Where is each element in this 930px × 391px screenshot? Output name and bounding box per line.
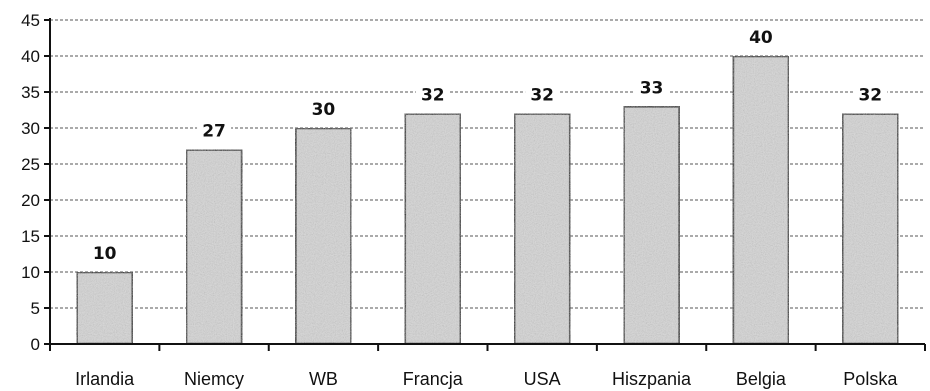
y-tick-label: 0 [31, 335, 40, 354]
data-label-background [415, 82, 450, 105]
y-tick-label: 25 [21, 155, 40, 174]
y-axis-tick-labels: 0 5 10 15 20 25 30 35 40 45 [21, 11, 40, 354]
category-label: Hiszpania [612, 369, 692, 389]
bar-francja [403, 112, 463, 346]
data-label-background [525, 82, 560, 105]
data-label: 33 [640, 78, 664, 98]
bar-usa [512, 112, 572, 346]
bar-niemcy [184, 148, 244, 346]
bar-wb [294, 126, 353, 346]
category-label: USA [524, 369, 561, 389]
data-label: 10 [93, 244, 117, 264]
bars [75, 54, 900, 346]
data-label-background [634, 75, 669, 98]
bar-hiszpania [622, 105, 681, 346]
data-label: 30 [312, 100, 336, 120]
data-label: 40 [749, 28, 773, 48]
y-tick-label: 30 [21, 119, 40, 138]
category-label: Niemcy [184, 369, 244, 389]
gridlines [50, 19, 925, 309]
x-axis-category-labels: Irlandia Niemcy WB Francja USA Hiszpania Belgi… [75, 369, 898, 389]
data-label-background [87, 241, 122, 263]
category-label: Belgia [736, 369, 787, 389]
y-tick-label: 20 [21, 191, 40, 210]
data-label-background [853, 82, 888, 105]
category-label: Irlandia [75, 369, 135, 389]
category-label: Polska [843, 369, 898, 389]
y-tick-label: 40 [21, 47, 40, 66]
bar-polska [841, 112, 900, 346]
category-label: WB [309, 369, 338, 389]
y-tick-label: 35 [21, 83, 40, 102]
y-tick-label: 10 [21, 263, 40, 282]
data-labels: 10 27 30 32 32 33 40 32 [87, 25, 888, 264]
data-label: 32 [421, 86, 445, 106]
data-label-background [743, 25, 778, 47]
bar-belgia [731, 54, 791, 346]
data-label-background [306, 97, 341, 119]
axes [44, 18, 926, 351]
data-label: 32 [530, 86, 554, 106]
y-tick-label: 45 [21, 11, 40, 30]
data-label-background [197, 118, 232, 141]
bar-irlandia [75, 270, 134, 346]
data-label: 27 [202, 122, 226, 142]
data-label: 32 [858, 86, 882, 106]
category-label: Francja [403, 369, 464, 389]
y-tick-label: 5 [31, 299, 40, 318]
y-tick-label: 15 [21, 227, 40, 246]
